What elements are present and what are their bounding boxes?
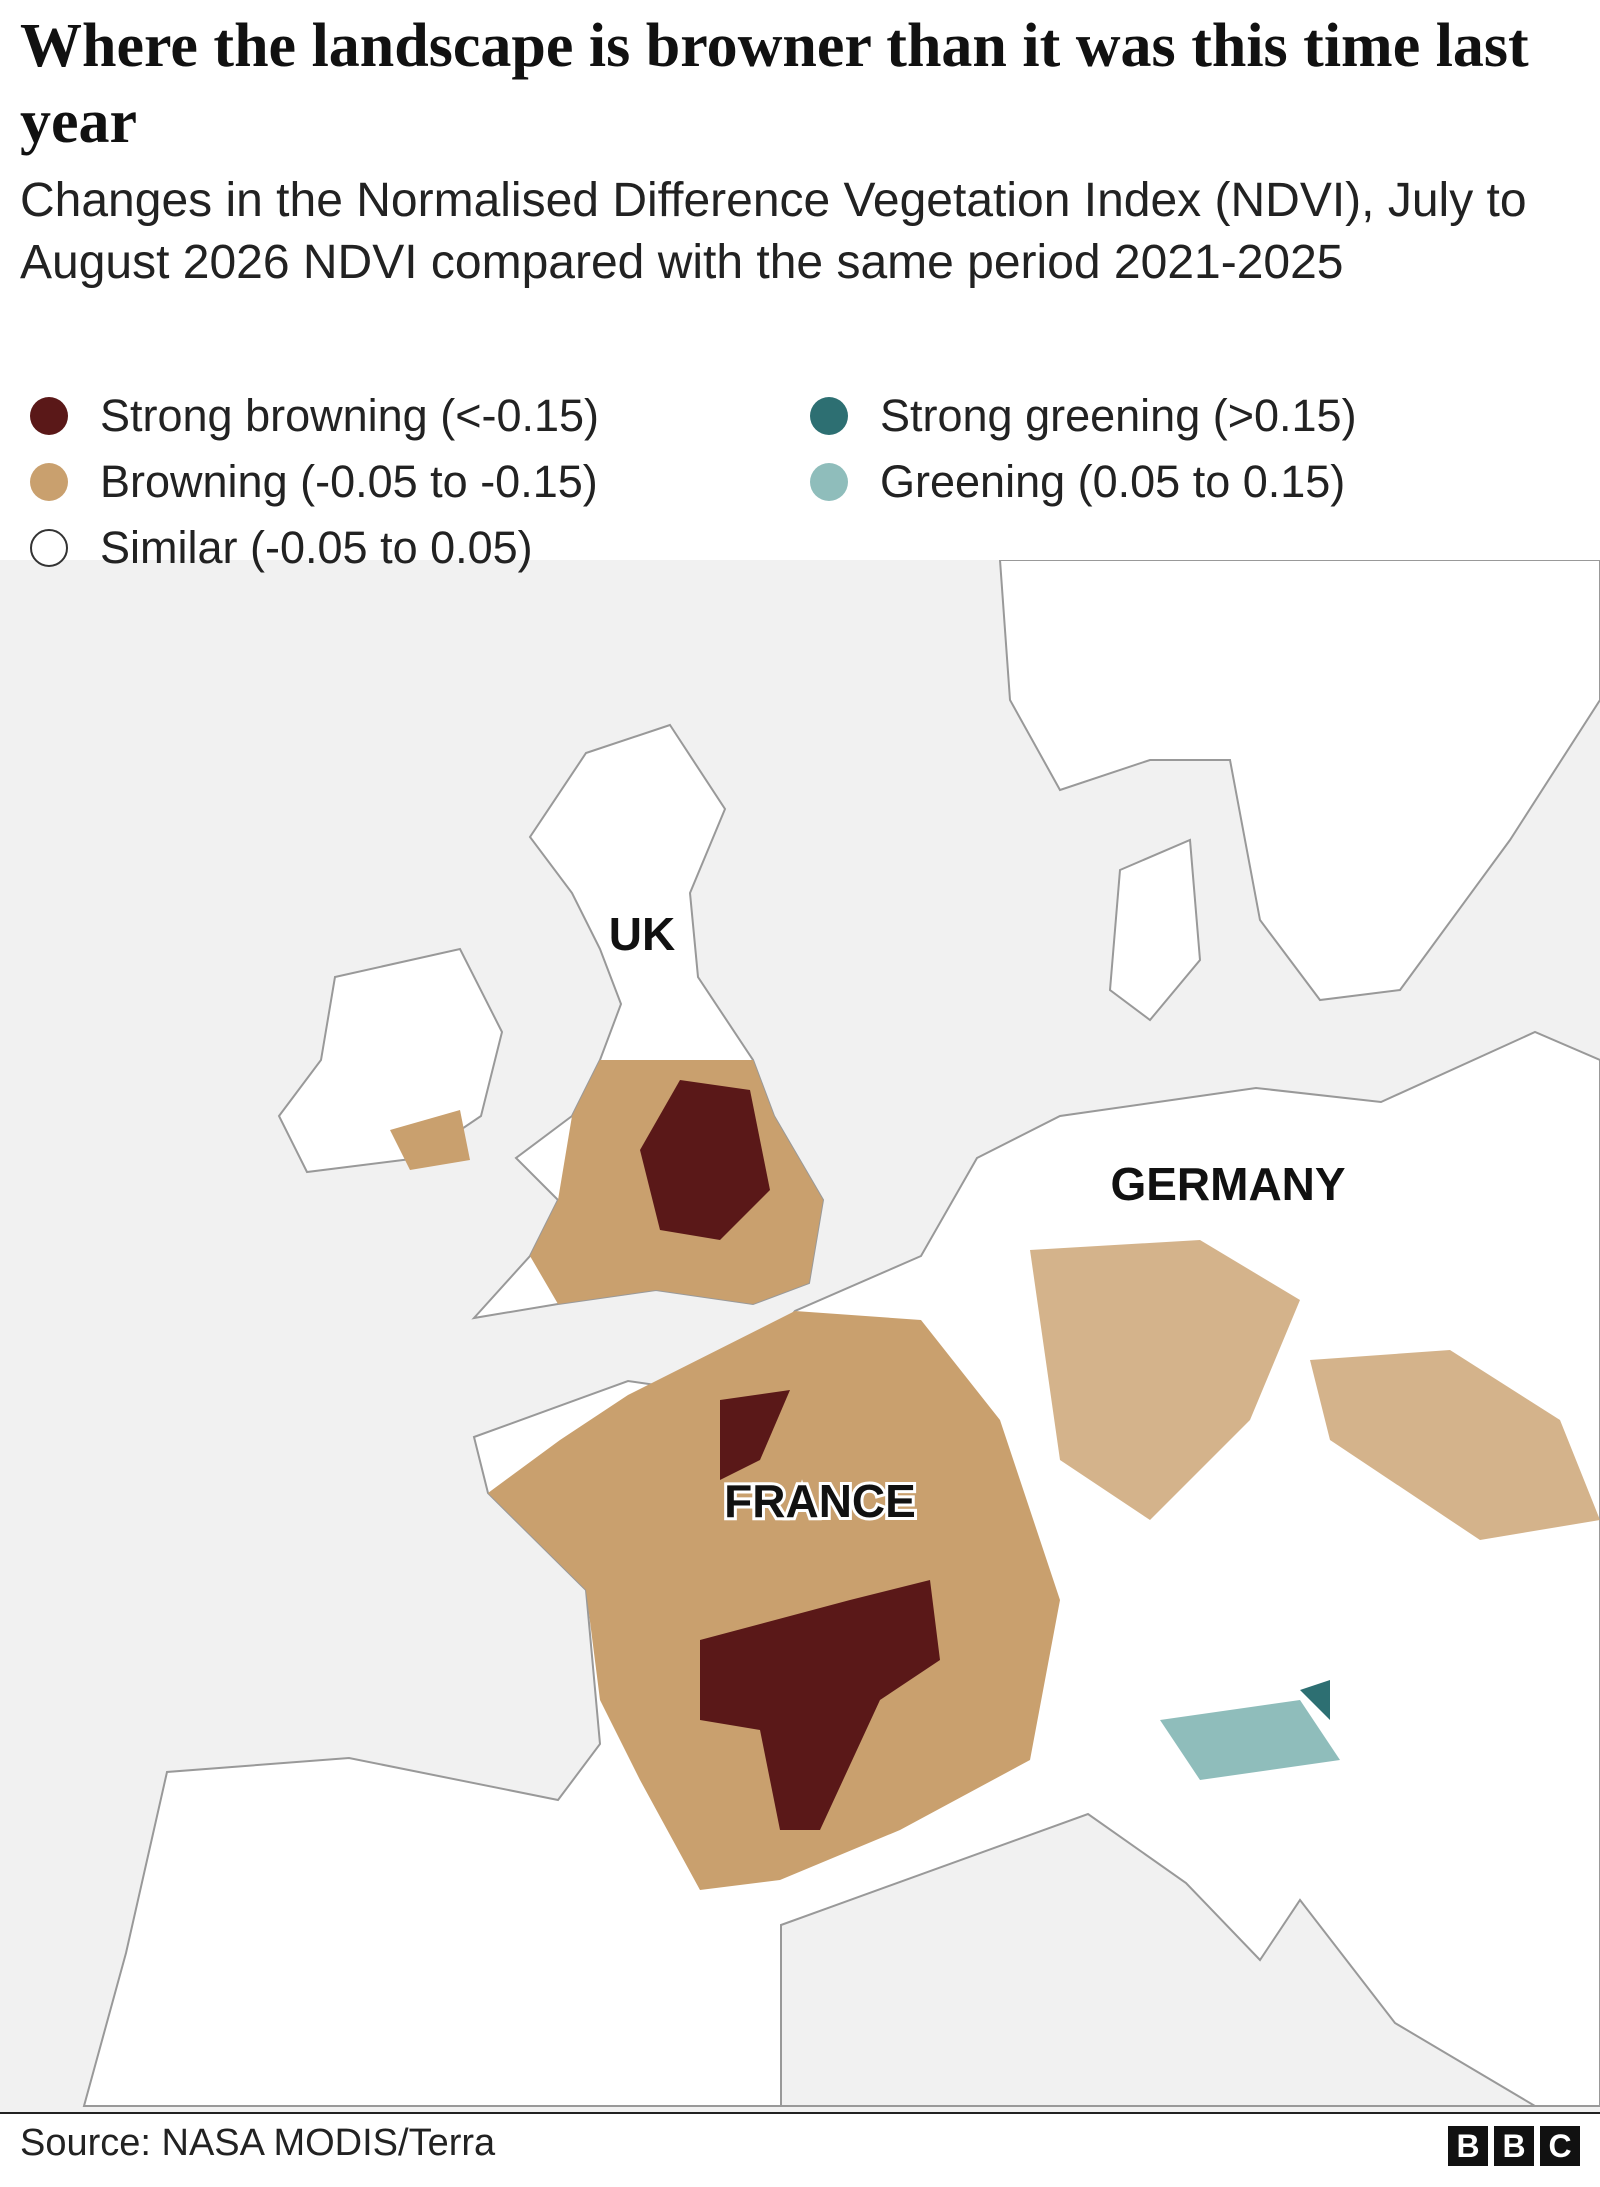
legend-label: Strong greening (>0.15) [880,390,1357,441]
legend-swatch [810,397,848,435]
legend-label: Greening (0.05 to 0.15) [880,456,1346,507]
legend-swatch [30,397,68,435]
logo-letter: B [1494,2126,1534,2166]
map: UK GERMANY FRANCE [0,560,1600,2112]
source: Source: NASA MODIS/Terra [20,2122,496,2164]
logo-letter: B [1448,2126,1488,2166]
legend-swatch [30,529,68,567]
logo: B B C [1448,2126,1580,2166]
logo-letter: C [1540,2126,1580,2166]
legend-item: Strong greening (>0.15) [810,390,1357,442]
legend-item: Similar (-0.05 to 0.05) [30,522,533,574]
mediterranean [780,1812,1539,2107]
legend-item: Browning (-0.05 to -0.15) [30,456,598,508]
map-label: GERMANY [1110,1158,1345,1210]
legend-label: Similar (-0.05 to 0.05) [100,522,533,573]
map-labels: UK GERMANY FRANCE [606,905,1349,1530]
legend-swatch [810,463,848,501]
title: Where the landscape is browner than it w… [20,12,1529,156]
legend-swatch [30,463,68,501]
footer-rule [0,2112,1600,2114]
map-label: UK [609,908,675,960]
legend-label: Browning (-0.05 to -0.15) [100,456,598,507]
legend-item: Strong browning (<-0.15) [30,390,599,442]
legend-label: Strong browning (<-0.15) [100,390,600,441]
ndvi-patches [390,1060,1600,1890]
map-label: FRANCE [724,1475,916,1527]
legend-item: Greening (0.05 to 0.15) [810,456,1345,508]
subtitle: Changes in the Normalised Difference Veg… [20,174,1527,289]
